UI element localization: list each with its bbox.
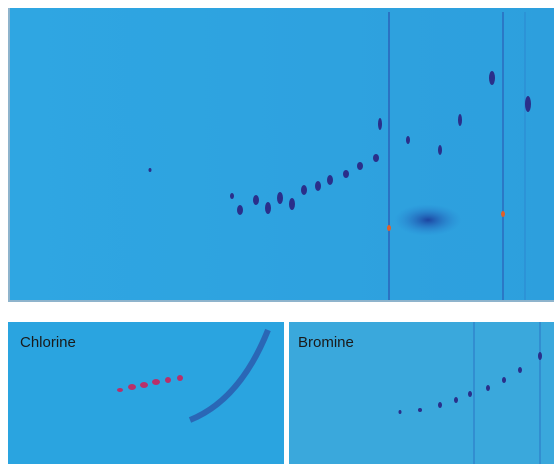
- top-panel: [8, 8, 554, 302]
- panel-background: [8, 8, 554, 302]
- panel-label: Bromine: [298, 334, 354, 351]
- page: Chlorine Bromine (() => { const data = J…: [0, 0, 554, 464]
- panel-label: Chlorine: [20, 334, 76, 351]
- chlorine-panel: Chlorine: [8, 322, 284, 464]
- bromine-panel: Bromine: [289, 322, 554, 464]
- spot-cloud: [394, 204, 462, 236]
- figure: Chlorine Bromine: [0, 0, 554, 464]
